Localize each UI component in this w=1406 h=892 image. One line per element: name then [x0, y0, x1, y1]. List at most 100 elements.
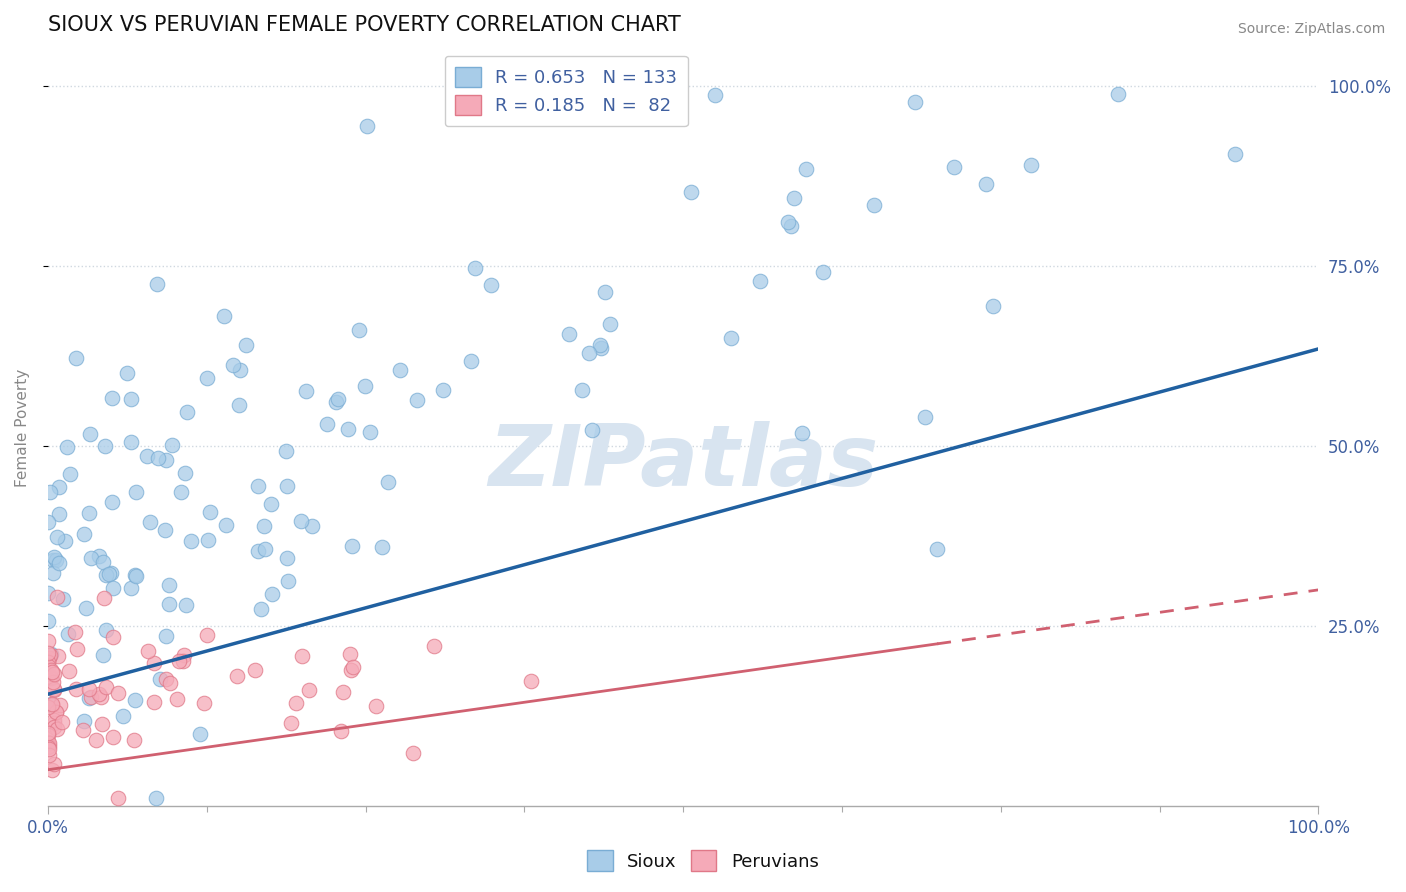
Point — [571, 383, 593, 397]
Point — [155, 672, 177, 686]
Point — [863, 198, 886, 212]
Point — [811, 265, 834, 279]
Point — [38, 648, 60, 663]
Point — [174, 599, 197, 613]
Point — [748, 274, 770, 288]
Point — [188, 726, 211, 740]
Point — [794, 162, 817, 177]
Point — [38, 484, 60, 499]
Point — [37, 614, 59, 628]
Text: SIOUX VS PERUVIAN FEMALE POVERTY CORRELATION CHART: SIOUX VS PERUVIAN FEMALE POVERTY CORRELA… — [48, 15, 681, 35]
Point — [37, 739, 59, 754]
Point — [75, 600, 97, 615]
Point — [160, 438, 183, 452]
Point — [339, 647, 361, 661]
Point — [166, 692, 188, 706]
Point — [37, 646, 59, 660]
Point — [72, 723, 94, 737]
Point — [679, 185, 702, 199]
Point — [120, 434, 142, 449]
Point — [136, 449, 159, 463]
Point — [39, 647, 62, 661]
Point — [111, 709, 134, 723]
Point — [226, 669, 249, 683]
Point — [38, 739, 60, 753]
Point — [250, 602, 273, 616]
Point — [212, 309, 235, 323]
Point — [45, 722, 67, 736]
Point — [77, 682, 100, 697]
Point — [120, 392, 142, 406]
Point — [98, 566, 121, 581]
Point — [159, 676, 181, 690]
Point — [91, 648, 114, 662]
Point — [103, 730, 125, 744]
Point — [37, 516, 59, 530]
Point — [65, 681, 87, 696]
Point — [1225, 147, 1247, 161]
Point — [262, 587, 284, 601]
Point — [347, 323, 370, 337]
Point — [42, 720, 65, 734]
Point — [356, 119, 378, 133]
Point — [42, 716, 65, 731]
Point — [974, 177, 997, 191]
Point — [46, 649, 69, 664]
Point — [73, 714, 96, 729]
Point — [120, 581, 142, 595]
Point — [280, 715, 302, 730]
Point — [87, 549, 110, 563]
Point — [155, 452, 177, 467]
Point — [904, 95, 927, 109]
Point — [122, 733, 145, 747]
Point — [332, 685, 354, 699]
Point — [215, 517, 238, 532]
Point — [330, 723, 353, 738]
Text: ZIPatlas: ZIPatlas — [488, 420, 879, 504]
Point — [41, 663, 63, 677]
Point — [44, 756, 66, 771]
Point — [371, 541, 394, 555]
Point — [172, 654, 194, 668]
Point — [720, 331, 742, 345]
Point — [591, 342, 613, 356]
Point — [37, 726, 59, 740]
Point — [703, 87, 725, 102]
Point — [42, 549, 65, 564]
Point — [198, 504, 221, 518]
Point — [101, 494, 124, 508]
Point — [38, 736, 60, 750]
Point — [42, 674, 65, 689]
Point — [142, 656, 165, 670]
Point — [195, 371, 218, 385]
Point — [155, 629, 177, 643]
Point — [45, 590, 67, 604]
Point — [96, 680, 118, 694]
Point — [45, 530, 67, 544]
Point — [42, 682, 65, 697]
Point — [229, 362, 252, 376]
Point — [479, 277, 502, 292]
Point — [790, 426, 813, 441]
Point — [285, 697, 308, 711]
Point — [291, 648, 314, 663]
Point — [124, 693, 146, 707]
Point — [783, 191, 806, 205]
Point — [247, 479, 270, 493]
Point — [49, 698, 72, 712]
Text: Source: ZipAtlas.com: Source: ZipAtlas.com — [1237, 22, 1385, 37]
Point — [94, 623, 117, 637]
Point — [79, 426, 101, 441]
Point — [337, 421, 360, 435]
Point — [101, 630, 124, 644]
Point — [197, 628, 219, 642]
Point — [389, 362, 412, 376]
Point — [246, 543, 269, 558]
Point — [44, 666, 66, 681]
Point — [354, 379, 377, 393]
Point — [48, 507, 70, 521]
Legend: R = 0.653   N = 133, R = 0.185   N =  82: R = 0.653 N = 133, R = 0.185 N = 82 — [444, 55, 688, 127]
Point — [406, 392, 429, 407]
Point — [37, 585, 59, 599]
Point — [52, 592, 75, 607]
